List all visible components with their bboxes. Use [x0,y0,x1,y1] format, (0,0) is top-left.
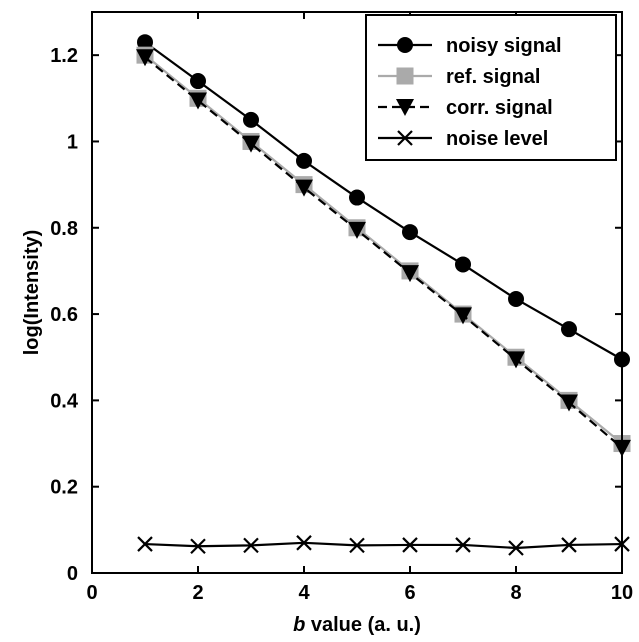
noise-level-point [455,537,471,553]
plot-marks [136,34,631,556]
legend-entry-noisy-signal: noisy signal [378,35,562,57]
y-tick-label: 1 [67,131,78,153]
corr-signal-line [144,56,623,449]
corr-signal-point [295,179,313,197]
x-tick-label: 6 [404,582,415,604]
y-tick-label: 0.8 [50,218,78,240]
y-tick-label: 1.2 [50,45,78,67]
series-corr-signal [136,49,631,457]
y-axis-label: log(Intensity) [21,230,43,356]
corr-signal-point [242,135,260,153]
noise-level-point [137,536,153,552]
x-axis-label-rest: value (a. u.) [305,614,421,636]
noisy-signal-point [455,256,471,273]
legend-marker-corr-signal [396,99,414,116]
legend-marker-ref-signal [396,67,414,85]
noise-level-point [561,537,577,553]
legend: noisy signal ref. signal corr. signal noise… [365,14,617,161]
legend-label-noise-level: noise level [446,128,548,150]
legend-marker-noisy-signal [397,37,413,53]
noisy-signal-point [561,321,577,338]
y-tick-label: 0.6 [50,304,78,326]
series-noise-level [137,535,630,556]
corr-signal-point [401,265,419,283]
noise-level-point [243,537,259,554]
y-tick-label: 0.2 [50,477,78,499]
corr-signal-point [136,49,154,67]
axis-ticks: 0 2 4 6 8 10 0 0.2 0.4 0.6 0.8 1 1.2 [50,12,633,604]
ref-signal-line [144,54,623,445]
noisy-signal-point [508,290,524,307]
noisy-signal-point [402,224,418,241]
corr-signal-point [560,394,578,412]
corr-signal-point [507,351,525,369]
x-axis-label-italic: b [293,614,305,636]
noisy-signal-line [144,41,623,361]
x-tick-label: 4 [298,582,310,604]
noisy-signal-point [349,189,365,206]
legend-label-ref-signal: ref. signal [446,66,540,88]
noise-level-point [296,535,312,551]
noise-level-point [190,538,206,555]
x-tick-label: 10 [611,582,633,604]
noise-level-line [144,541,623,550]
legend-entry-ref-signal: ref. signal [378,66,540,88]
noisy-signal-point [243,111,259,128]
legend-label-noisy-signal: noisy signal [446,35,562,57]
corr-signal-point [189,92,207,110]
noisy-signal-point [190,73,206,90]
y-tick-label: 0 [67,563,78,585]
corr-signal-point [348,221,366,239]
corr-signal-point [454,307,472,325]
plot-frame [91,11,623,574]
x-axis-label: b value (a. u.) [293,614,421,636]
noise-level-point [402,537,418,553]
noise-level-point [349,537,365,554]
legend-marker-noise-level [397,130,413,146]
legend-entry-noise-level: noise level [378,128,548,150]
y-tick-label: 0.4 [50,390,79,412]
legend-label-corr-signal: corr. signal [446,97,553,119]
series-noisy-signal [137,34,630,368]
noise-level-point [508,540,524,556]
noisy-signal-point [296,152,312,169]
x-tick-label: 2 [192,582,203,604]
x-tick-label: 0 [86,582,97,604]
x-tick-label: 8 [510,582,521,604]
noisy-signal-point [137,34,153,51]
legend-entry-corr-signal: corr. signal [378,97,553,119]
